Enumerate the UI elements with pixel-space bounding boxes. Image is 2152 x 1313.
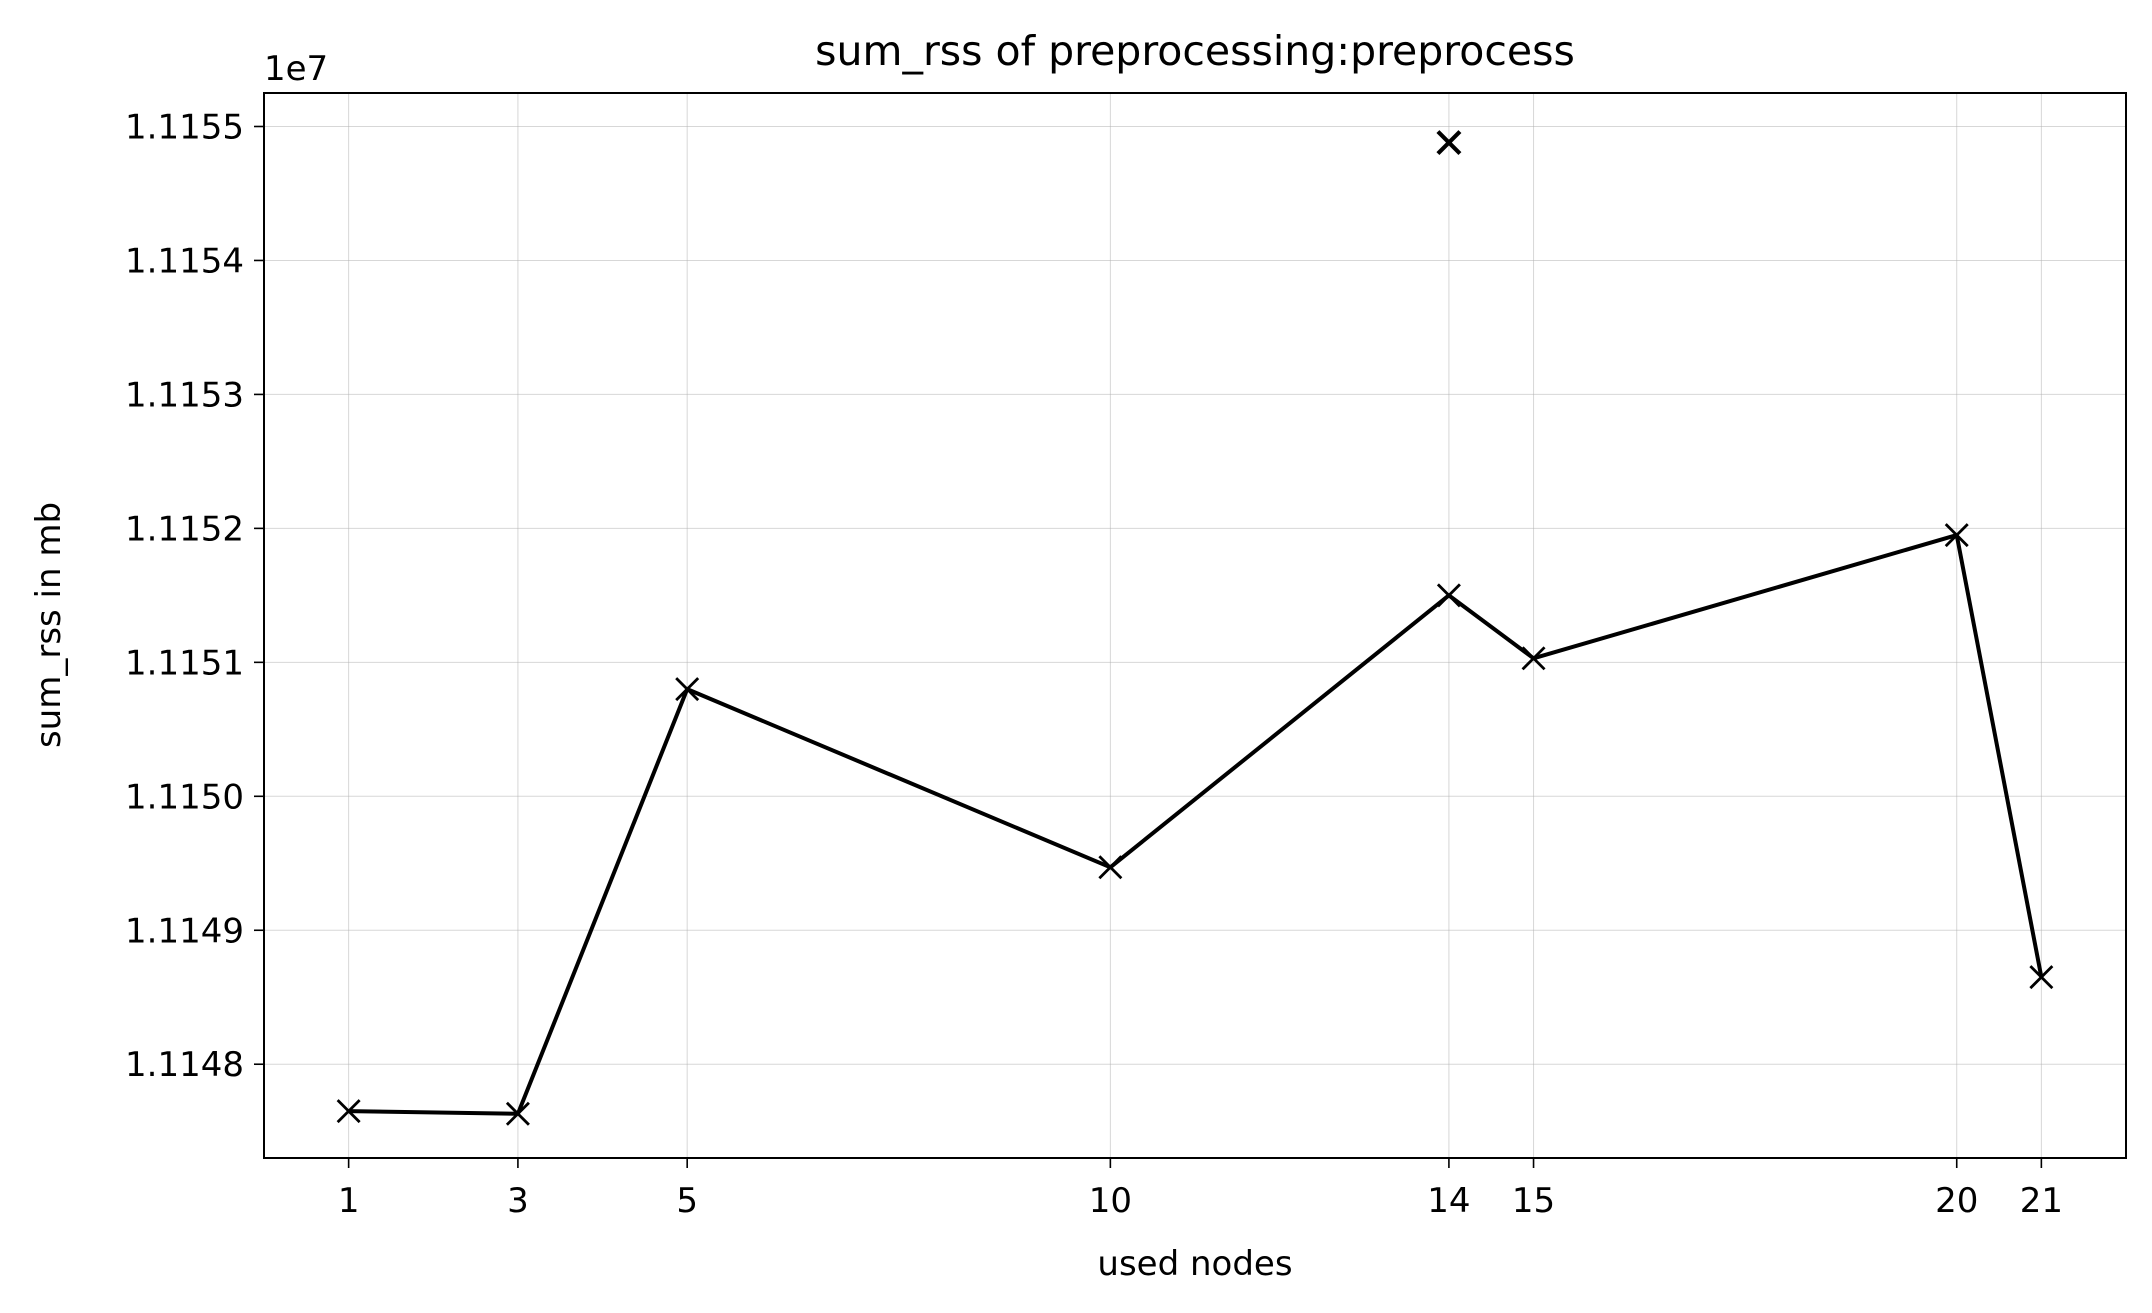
y-axis-offset-label: 1e7: [264, 49, 328, 89]
grid: [264, 93, 2126, 1158]
data-point-marker: [2029, 965, 2054, 990]
y-tick-label: 1.1150: [125, 777, 244, 817]
x-tick-label: 1: [338, 1181, 360, 1221]
y-tick-label: 1.1151: [125, 643, 244, 683]
x-axis: 1 3 5 10 14 15 20 21: [338, 1158, 2063, 1221]
x-tick-label: 5: [676, 1181, 698, 1221]
series-line: [348, 533, 2044, 1116]
y-tick-label: 1.1152: [125, 509, 244, 549]
data-point-marker: [336, 1099, 361, 1124]
plot-frame: [263, 92, 2127, 1159]
data-point-marker: [675, 677, 700, 702]
x-tick-label: 10: [1089, 1181, 1132, 1221]
chart-title: sum_rss of preprocessing:preprocess: [815, 27, 1575, 75]
y-tick-label: 1.1155: [125, 107, 244, 147]
x-tick-label: 20: [1935, 1181, 1978, 1221]
x-axis-label: used nodes: [1097, 1244, 1292, 1284]
y-tick-label: 1.1149: [125, 911, 244, 951]
outlier-point-marker: [1436, 130, 1462, 156]
data-point-marker: [1944, 523, 1969, 548]
y-tick-label: 1.1153: [125, 375, 244, 415]
y-axis-label: sum_rss in mb: [29, 502, 69, 748]
y-tick-label: 1.1154: [125, 241, 244, 281]
data-point-marker: [505, 1101, 530, 1126]
x-tick-label: 15: [1512, 1181, 1555, 1221]
series-layer: [336, 130, 2054, 1126]
data-point-marker: [1436, 583, 1461, 608]
data-point-marker: [1521, 646, 1546, 671]
data-point-marker: [1098, 855, 1123, 880]
x-tick-label: 14: [1427, 1181, 1470, 1221]
x-tick-label: 21: [2020, 1181, 2063, 1221]
x-tick-label: 3: [507, 1181, 529, 1221]
y-axis: 1.1148 1.1149 1.1150 1.1151 1.1152 1.1153 1.11…: [125, 107, 264, 1085]
y-tick-label: 1.1148: [125, 1045, 244, 1085]
